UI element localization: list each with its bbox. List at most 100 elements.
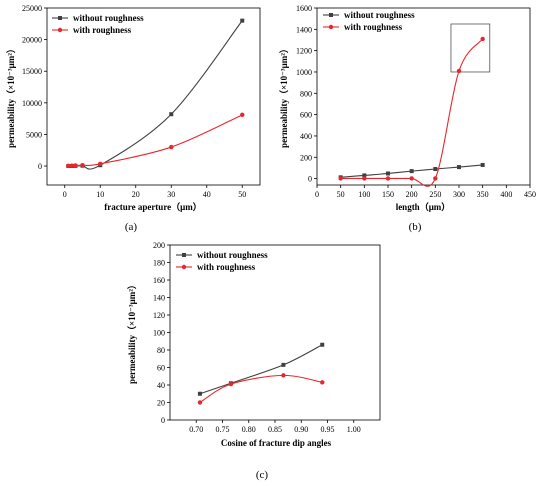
- x-tick-label: 0.75: [216, 425, 230, 434]
- legend-marker-square: [329, 13, 333, 17]
- y-tick-label: 40: [157, 381, 165, 390]
- y-tick-label: 100: [153, 329, 165, 338]
- data-point-square: [362, 173, 367, 178]
- x-tick-label: 350: [477, 190, 489, 199]
- series-line-with-roughness: [340, 38, 484, 187]
- y-tick-label: 180: [153, 259, 165, 268]
- panel-b-chart: 0 50 100 150 200 250 300 350 400 450 0 200 400 600 800…: [279, 4, 536, 233]
- legend-marker-circle: [181, 264, 187, 270]
- data-point-circle: [281, 373, 286, 378]
- data-point-square: [169, 112, 174, 117]
- data-point-square: [386, 171, 390, 176]
- panel-caption: (a): [125, 221, 138, 233]
- data-point-circle: [320, 380, 325, 385]
- y-axis-label: permeability（×10⁻³μm²）: [127, 280, 137, 384]
- highlight-box: [450, 23, 491, 73]
- data-point-circle: [228, 381, 234, 387]
- x-tick-label: 0.85: [268, 425, 282, 434]
- y-tick-label: 20000: [22, 36, 42, 45]
- data-point-circle: [409, 176, 414, 181]
- x-axis-label: Cosine of fracture dip angles: [221, 438, 332, 448]
- data-point-circle: [480, 36, 485, 42]
- panel-c-chart: 0.70 0.75 0.80 0.85 0.90 0.95 1.00 0 20 40 60 80 100…: [127, 241, 381, 481]
- x-tick-label: 40: [203, 190, 211, 199]
- data-point-circle: [73, 163, 78, 168]
- data-point-square: [480, 162, 485, 167]
- x-tick-label: 0.70: [189, 425, 203, 434]
- data-point-square: [197, 391, 202, 396]
- data-point-circle: [385, 176, 391, 181]
- legend-entry: with roughness: [73, 25, 132, 35]
- panel-caption: (c): [256, 469, 269, 481]
- x-tick-label: 30: [167, 190, 175, 199]
- x-tick-label: 0.90: [294, 425, 308, 434]
- y-tick-label: 0: [38, 162, 42, 171]
- data-point-circle: [338, 176, 343, 181]
- y-tick-label: 0: [308, 175, 312, 184]
- y-tick-label: 80: [157, 346, 165, 355]
- x-axis-label: fracture aperture（μm）: [104, 202, 202, 212]
- panel-caption: (b): [409, 221, 422, 233]
- data-point-circle: [69, 163, 75, 168]
- x-tick-label: 100: [358, 190, 370, 199]
- data-point-circle: [197, 400, 203, 405]
- y-tick-label: 0: [161, 416, 165, 425]
- data-point-square: [320, 342, 325, 347]
- y-axis-label: permeability（×10⁻³μm²）: [6, 44, 16, 148]
- x-tick-label: 50: [238, 190, 246, 199]
- plot-frame: [316, 7, 531, 186]
- y-tick-label: 120: [153, 311, 165, 320]
- x-tick-label: 20: [132, 190, 140, 199]
- data-point-square: [433, 167, 438, 172]
- legend-entry: without roughness: [344, 10, 415, 20]
- legend-marker-square: [58, 16, 62, 20]
- legend-marker-square: [182, 253, 186, 257]
- x-tick-label: 10: [96, 190, 104, 199]
- x-tick-label: 0: [63, 190, 67, 199]
- data-point-circle: [66, 163, 71, 168]
- y-tick-label: 1600: [296, 4, 312, 13]
- x-tick-label: 0.80: [242, 425, 256, 434]
- y-tick-label: 25000: [22, 4, 42, 13]
- x-tick-label: 200: [406, 190, 418, 199]
- y-tick-label: 600: [300, 111, 312, 120]
- data-point-circle: [456, 68, 462, 74]
- y-tick-label: 800: [300, 89, 312, 98]
- panel-a-chart: 0 10 20 30 40 50 0 5000 10000 15000 20000 25000 frac…: [6, 4, 261, 233]
- y-tick-label: 1400: [296, 25, 312, 34]
- y-tick-label: 1200: [296, 47, 312, 56]
- data-point-square: [240, 18, 245, 23]
- x-tick-label: 150: [382, 190, 394, 199]
- legend-entry: without roughness: [197, 250, 268, 260]
- x-tick-label: 450: [524, 190, 536, 199]
- x-tick-label: 50: [337, 190, 345, 199]
- data-point-circle: [240, 112, 245, 118]
- y-tick-label: 5000: [26, 130, 42, 139]
- plot-frame: [46, 7, 261, 186]
- y-tick-label: 200: [153, 241, 165, 250]
- y-tick-label: 160: [153, 276, 165, 285]
- x-axis-label: length（μm）: [396, 202, 451, 212]
- y-tick-label: 15000: [22, 67, 42, 76]
- legend-entry: with roughness: [344, 22, 403, 32]
- x-tick-label: 400: [500, 190, 512, 199]
- data-point-square: [281, 362, 286, 367]
- y-tick-label: 20: [157, 399, 165, 408]
- y-tick-label: 1000: [296, 68, 312, 77]
- series-line-without-roughness: [68, 20, 243, 170]
- legend-entry: with roughness: [197, 262, 256, 272]
- x-tick-label: 300: [453, 190, 465, 199]
- series-line-with-roughness: [199, 374, 323, 403]
- y-tick-label: 140: [153, 294, 165, 303]
- y-axis-label: permeability（×10⁻³μm²）: [279, 44, 289, 148]
- series-line-without-roughness: [199, 344, 323, 395]
- data-point-square: [457, 165, 461, 170]
- x-tick-label: 1.00: [347, 425, 361, 434]
- x-tick-label: 250: [429, 190, 441, 199]
- y-tick-label: 200: [300, 153, 312, 162]
- data-point-circle: [433, 176, 438, 181]
- data-point-circle: [80, 162, 85, 168]
- y-tick-label: 10000: [22, 99, 42, 108]
- legend-marker-circle: [328, 24, 334, 30]
- y-tick-label: 60: [157, 364, 165, 373]
